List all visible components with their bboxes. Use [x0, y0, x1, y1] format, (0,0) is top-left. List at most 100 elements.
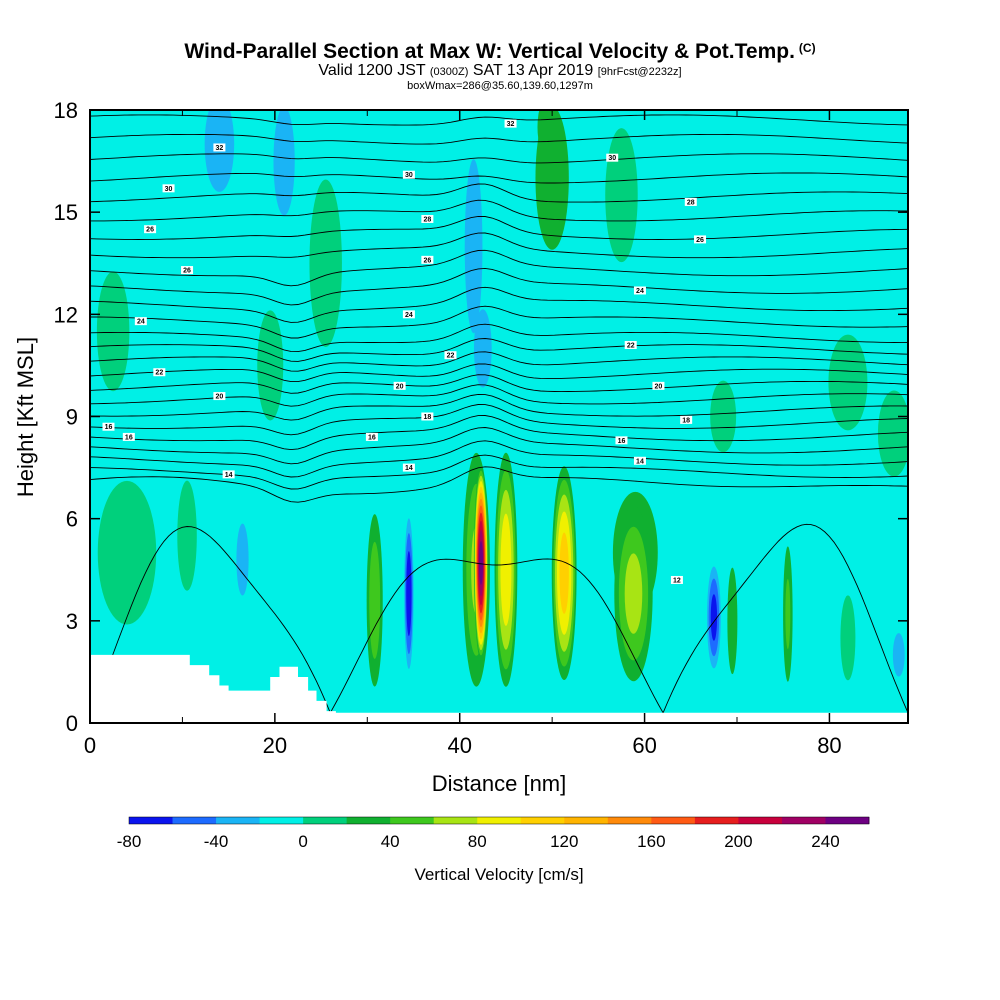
velocity-cell — [96, 271, 130, 392]
velocity-cell — [309, 179, 342, 348]
velocity-cell — [605, 128, 638, 263]
theta-contour-line — [90, 440, 908, 478]
contour-label-box — [684, 197, 697, 206]
colorbar-label: 160 — [637, 832, 665, 851]
contour-label-text: 20 — [655, 383, 663, 390]
theta-contour-labels: 12 14 14 14 16 16 16 16 18 18 20 20 20 22 22 22 24 24 24 26… — [102, 119, 707, 584]
contour-label-box — [421, 412, 434, 421]
theta-contour-label: 24 — [633, 286, 646, 295]
valid-prefix: Valid 1200 JST — [318, 62, 426, 79]
colorbar-swatch — [651, 817, 696, 824]
velocity-cell — [464, 159, 483, 334]
theta-contour-line — [90, 199, 908, 222]
contour-label-text: 26 — [423, 257, 431, 264]
colorbar-swatch — [477, 817, 522, 824]
contour-label-text: 22 — [627, 342, 635, 349]
colorbar-swatch — [607, 817, 652, 824]
theta-contour-label: 28 — [684, 197, 697, 206]
theta-contour-label: 18 — [421, 412, 434, 421]
theta-contour-line — [662, 523, 908, 713]
theta-contour-label: 16 — [102, 422, 115, 431]
theta-contour-label: 14 — [633, 456, 646, 465]
velocity-band — [892, 633, 905, 677]
velocity-band — [710, 594, 718, 641]
colorbar-label: 200 — [724, 832, 752, 851]
chart-title: Wind-Parallel Section at Max W: Vertical… — [0, 36, 1000, 64]
velocity-cell — [783, 546, 793, 682]
velocity-band — [97, 480, 157, 625]
contour-label-text: 16 — [105, 424, 113, 431]
colorbar-label: -40 — [204, 832, 229, 851]
theta-contour-line — [90, 30, 908, 49]
velocity-cell — [892, 633, 905, 677]
velocity-cell — [877, 390, 908, 477]
contour-label-box — [102, 422, 115, 431]
theta-contour-line — [90, 338, 908, 362]
plot-area — [90, 30, 908, 723]
contour-label-text: 20 — [216, 394, 224, 401]
terrain-mask — [90, 654, 908, 723]
contour-label-box — [421, 255, 434, 264]
theta-contour-line — [329, 558, 664, 714]
theta-contour-line — [90, 415, 908, 451]
contour-label-box — [680, 415, 693, 424]
contour-label-box — [670, 575, 683, 584]
x-tick-label: 20 — [263, 733, 287, 758]
velocity-band — [406, 551, 412, 637]
contour-label-text: 32 — [507, 121, 515, 128]
theta-contour-line — [90, 95, 908, 107]
y-tick-label: 15 — [54, 200, 78, 225]
contour-label-box — [153, 368, 166, 377]
theta-contour-label: 32 — [504, 119, 517, 128]
velocity-band — [464, 159, 483, 334]
theta-contour-label: 16 — [365, 432, 378, 441]
colorbar-swatch — [172, 817, 217, 824]
theta-contour-label: 30 — [162, 184, 175, 193]
colorbar: -80 -40 0 40 80 120 160 200 240 — [117, 816, 870, 851]
contour-label-text: 14 — [225, 472, 233, 479]
velocity-band — [369, 541, 381, 659]
theta-contour-line — [90, 374, 908, 394]
theta-contour-label: 16 — [615, 436, 628, 445]
theta-contour-label: 22 — [444, 351, 457, 360]
theta-contour-line — [90, 384, 908, 407]
theta-contour-label: 30 — [402, 170, 415, 179]
colorbar-swatch — [738, 817, 783, 824]
theta-contour-line — [90, 427, 908, 465]
contour-label-box — [504, 119, 517, 128]
theta-contour-label: 26 — [694, 235, 707, 244]
colorbar-label: 120 — [550, 832, 578, 851]
x-axis-title: Distance [nm] — [432, 771, 567, 796]
velocity-cell — [473, 309, 492, 388]
velocity-band — [273, 110, 295, 216]
theta-contour-line — [90, 114, 908, 126]
y-tick-label: 0 — [66, 711, 78, 736]
theta-contour-line — [90, 466, 908, 503]
colorbar-swatch — [259, 817, 304, 824]
colorbar-swatch — [303, 817, 348, 824]
contour-label-box — [365, 432, 378, 441]
velocity-band — [624, 553, 643, 634]
theta-contour-label: 28 — [421, 214, 434, 223]
velocity-band — [309, 179, 342, 348]
theta-contour-label: 18 — [680, 415, 693, 424]
chart-header: Wind-Parallel Section at Max W: Vertical… — [0, 36, 1000, 93]
colorbar-frame — [128, 816, 870, 825]
colorbar-swatch — [564, 817, 609, 824]
theta-contour-label: 20 — [393, 381, 406, 390]
colorbar-label: 240 — [811, 832, 839, 851]
chart-title-text: Wind-Parallel Section at Max W: Vertical… — [184, 40, 795, 63]
y-tick-label: 3 — [66, 609, 78, 634]
contour-label-text: 26 — [183, 268, 191, 275]
theta-contour-line — [90, 249, 908, 287]
velocity-field — [90, 110, 908, 723]
velocity-cell — [710, 380, 737, 453]
y-axis-title: Height [Kft MSL] — [13, 337, 38, 497]
contour-label-text: 28 — [687, 199, 695, 206]
contour-label-text: 12 — [673, 577, 681, 584]
chart-title-mark: (C) — [798, 41, 816, 55]
x-tick-label: 60 — [632, 733, 656, 758]
contour-label-box — [421, 214, 434, 223]
theta-contour-line — [90, 232, 908, 259]
